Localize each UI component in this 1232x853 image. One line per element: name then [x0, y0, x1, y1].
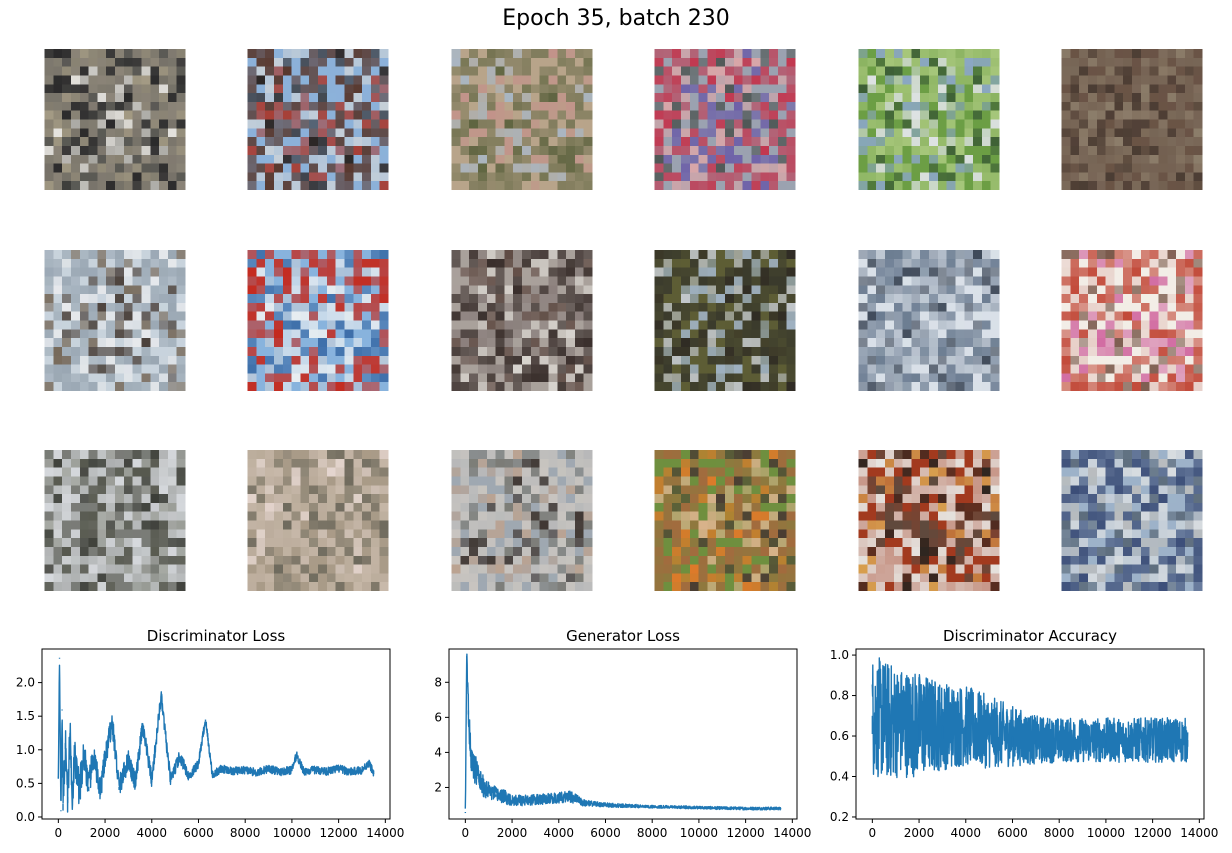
generated-sample-image [451, 450, 593, 591]
chart-title: Discriminator Accuracy [943, 627, 1117, 645]
generated-sample-image [1061, 250, 1203, 391]
y-tick-label: 0.6 [830, 729, 849, 743]
generated-sample-image [44, 250, 186, 391]
y-tick-label: 2.0 [16, 676, 35, 690]
axes-frame [448, 648, 798, 820]
x-tick-label: 2000 [904, 826, 935, 840]
x-tick-label: 0 [869, 826, 877, 840]
y-tick-label: 0.0 [16, 810, 35, 824]
generated-sample-image [451, 250, 593, 391]
generated-sample-image [858, 49, 1000, 190]
x-tick-label: 10000 [680, 826, 718, 840]
generated-sample-image [858, 250, 1000, 391]
x-tick-label: 4000 [950, 826, 981, 840]
x-tick-label: 8000 [637, 826, 668, 840]
series-line [57, 664, 375, 813]
generated-sample-image [451, 49, 593, 190]
y-tick-label: 0.5 [16, 776, 35, 790]
x-tick-label: 6000 [183, 826, 214, 840]
y-tick-label: 6 [434, 710, 442, 724]
x-tick-label: 12000 [320, 826, 358, 840]
y-tick-label: 0.8 [830, 689, 849, 703]
x-tick-label: 4000 [543, 826, 574, 840]
y-tick-label: 2 [434, 780, 442, 794]
x-tick-label: 0 [462, 826, 470, 840]
x-tick-label: 10000 [273, 826, 311, 840]
generated-sample-image [1061, 450, 1203, 591]
y-tick-label: 1.5 [16, 709, 35, 723]
series-anchor-line [465, 656, 780, 812]
x-tick-label: 14000 [773, 826, 811, 840]
x-tick-label: 6000 [997, 826, 1028, 840]
x-tick-label: 6000 [590, 826, 621, 840]
y-tick-label: 8 [434, 675, 442, 689]
series-anchor-line [58, 658, 373, 811]
x-tick-label: 8000 [1044, 826, 1075, 840]
series-line [871, 657, 1189, 779]
generated-sample-image [44, 49, 186, 190]
discriminator-loss-chart: Discriminator Loss 0 2000 4000 6000 8000 10000… [16, 627, 405, 840]
generated-sample-image [1061, 49, 1203, 190]
generated-sample-image [654, 49, 796, 190]
generated-sample-image [247, 250, 389, 391]
axes-frame [855, 648, 1205, 820]
generated-sample-image [654, 250, 796, 391]
chart-title: Generator Loss [566, 627, 680, 645]
x-tick-label: 14000 [366, 826, 404, 840]
x-tick-label: 2000 [497, 826, 528, 840]
y-tick-label: 0.2 [830, 810, 849, 824]
y-tick-label: 4 [434, 745, 442, 759]
axes-frame [41, 648, 391, 820]
x-tick-label: 4000 [136, 826, 167, 840]
y-tick-label: 0.4 [830, 770, 849, 784]
generated-sample-image [858, 450, 1000, 591]
x-tick-label: 12000 [727, 826, 765, 840]
x-tick-label: 10000 [1087, 826, 1125, 840]
x-tick-label: 12000 [1134, 826, 1172, 840]
generated-sample-image [654, 450, 796, 591]
chart-title: Discriminator Loss [147, 627, 286, 645]
generated-sample-image [44, 450, 186, 591]
generator-loss-chart: Generator Loss 0 2000 4000 6000 8000 10000 1200… [434, 627, 811, 840]
discriminator-accuracy-chart: Discriminator Accuracy 0 2000 4000 6000 8000 1… [830, 627, 1219, 840]
y-tick-label: 1.0 [830, 648, 849, 662]
series-line [464, 653, 782, 811]
figure-title: Epoch 35, batch 230 [502, 6, 730, 31]
x-tick-label: 8000 [230, 826, 261, 840]
x-tick-label: 2000 [90, 826, 121, 840]
y-tick-label: 1.0 [16, 743, 35, 757]
x-tick-label: 14000 [1180, 826, 1218, 840]
generated-sample-image [247, 49, 389, 190]
x-tick-label: 0 [55, 826, 63, 840]
generated-sample-image [247, 450, 389, 591]
